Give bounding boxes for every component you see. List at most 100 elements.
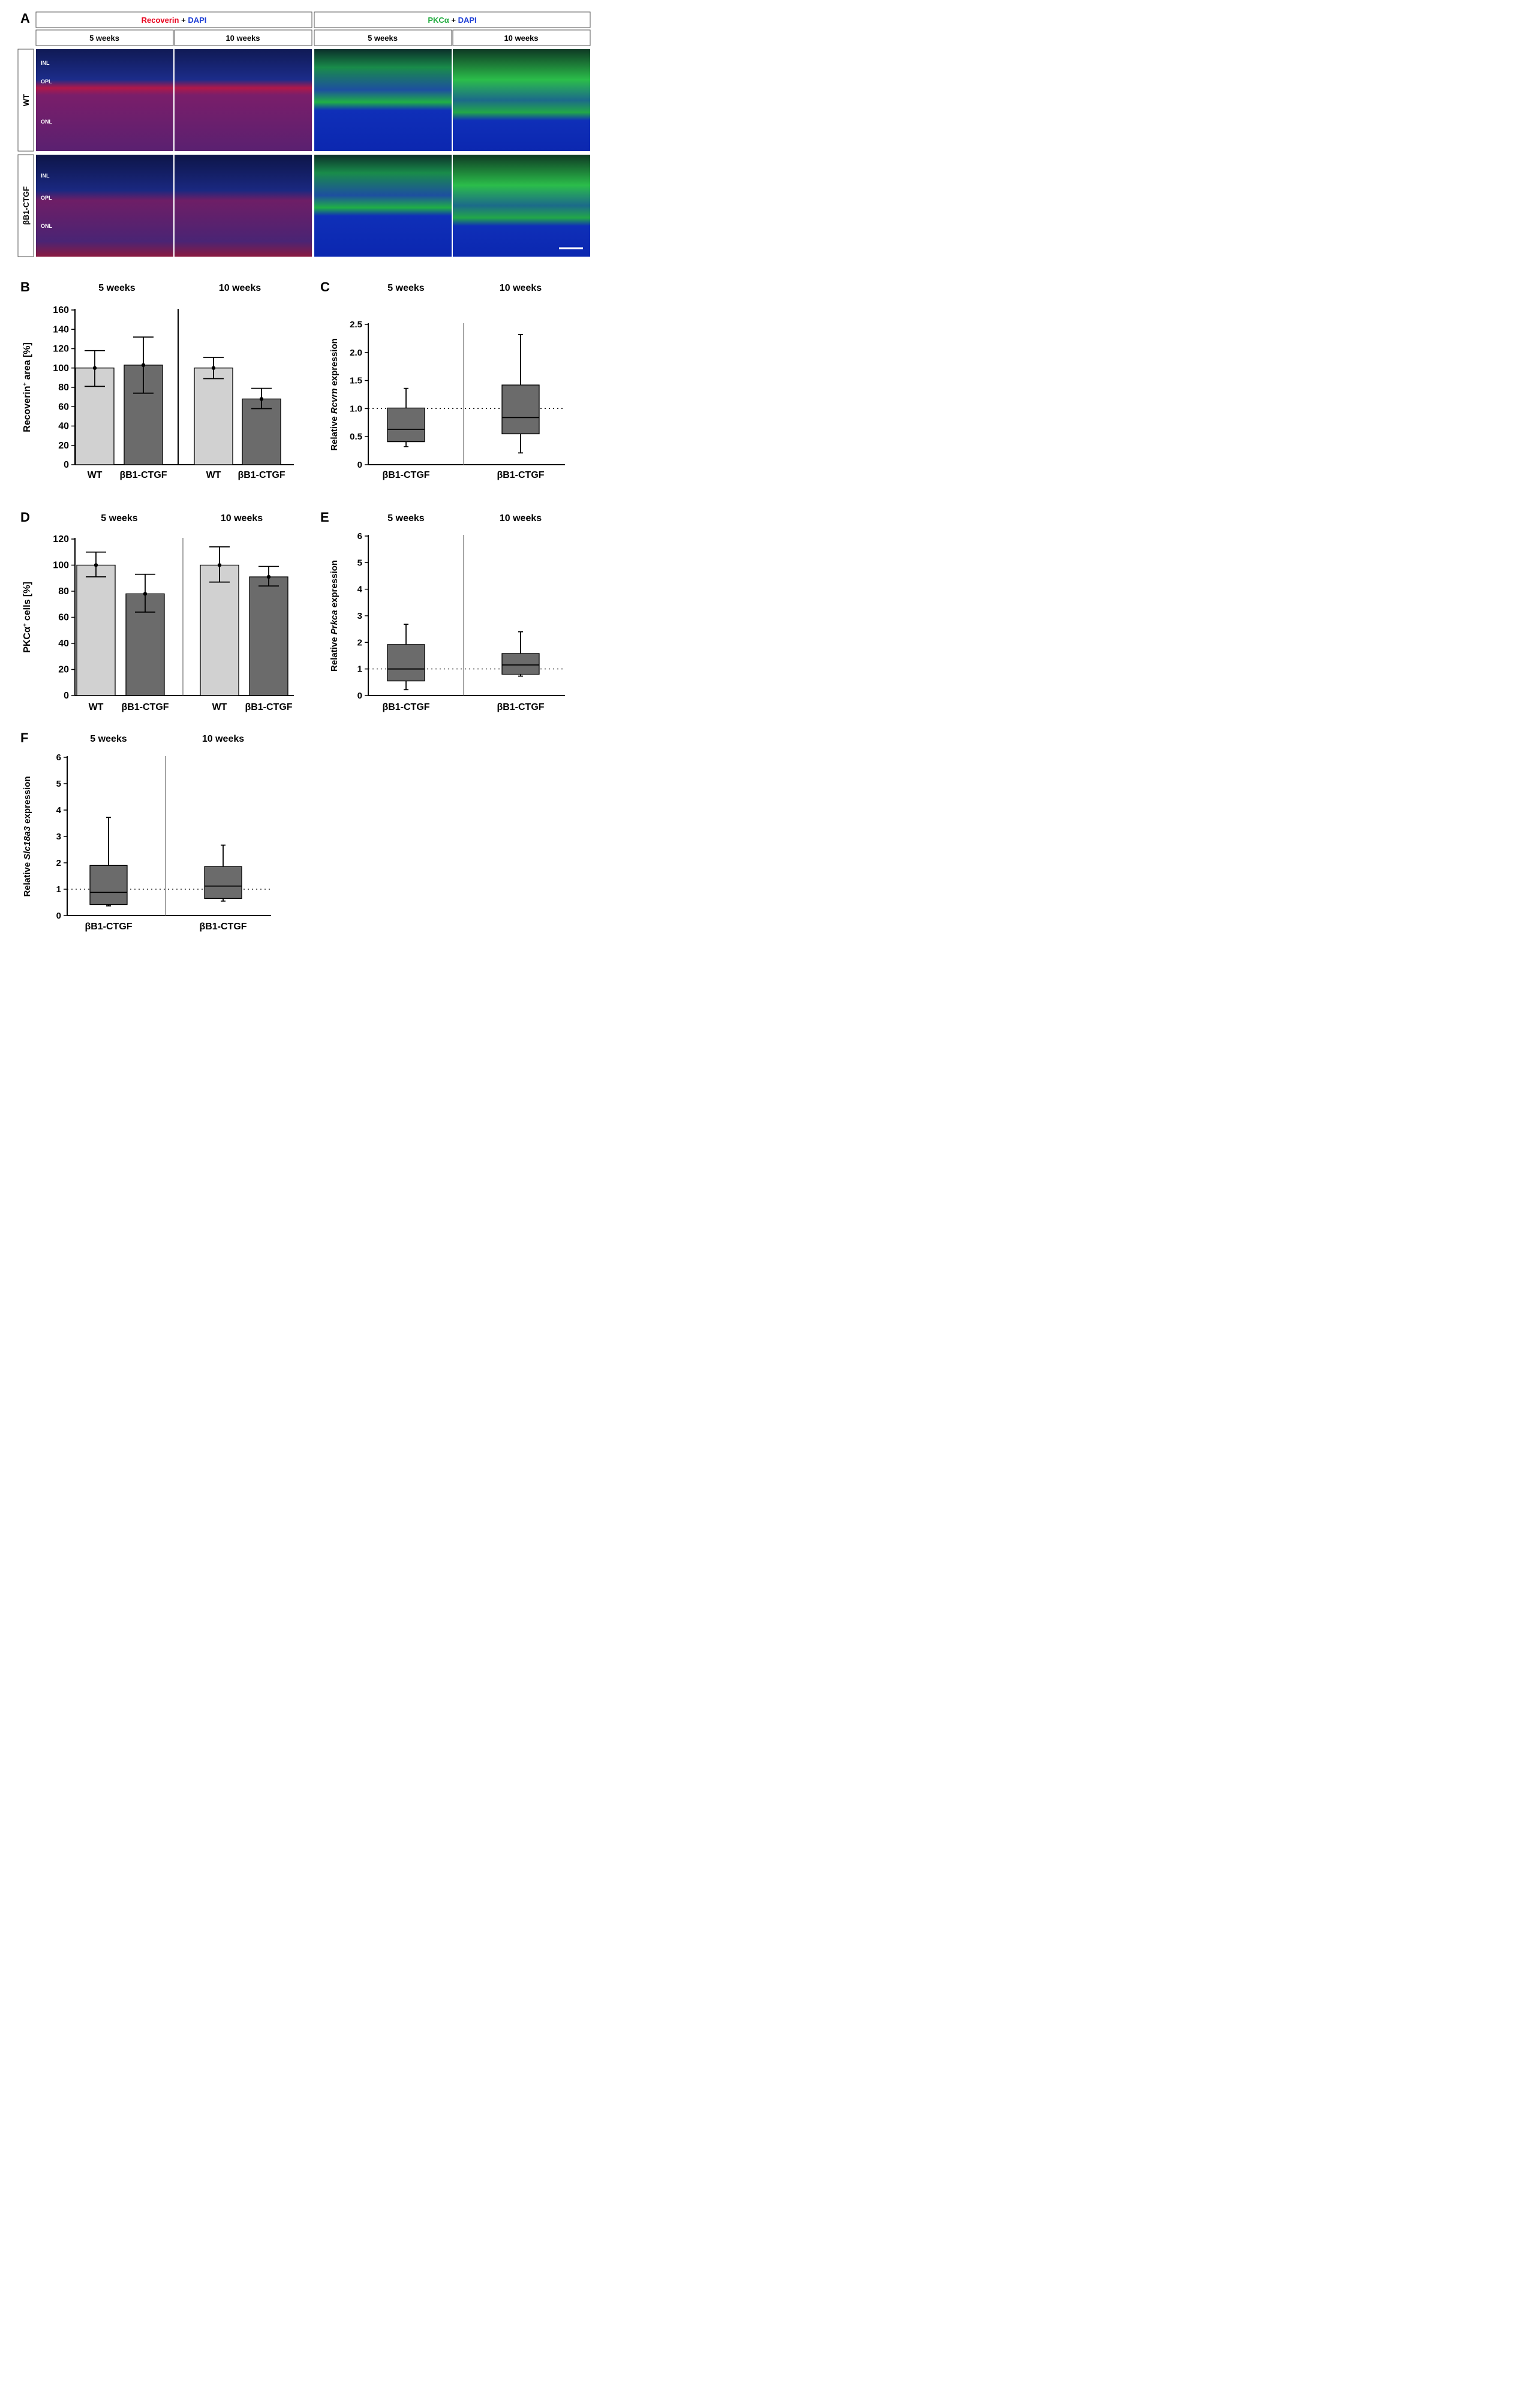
box [89,865,128,905]
x-category-label: WT [89,702,104,712]
layer-label-onl-wt: ONL [41,119,53,125]
bar [194,368,233,465]
panel-e: E 5 weeks 10 weeks 0 1 2 3 4 5 6 Relative Prkca ex… [320,510,565,712]
panel-f-y-tick-label: 2 [56,858,61,868]
micrograph-tg-pkca-10w [453,155,590,257]
timepoint-box-4 [452,29,591,46]
layer-label-onl-tg: ONL [41,223,53,229]
micrograph-tg-pkca-5w [314,155,452,257]
panel-b-group-label: 5 weeks [98,283,135,293]
panel-b-y-tick-label: 60 [58,402,69,412]
y-label-suffix: cells [%] [22,582,32,623]
panel-d: D 5 weeks 10 weeks 0 20 40 60 80 100 120 PKCα+ cel… [20,510,294,712]
panel-d-letter: D [20,510,30,525]
panel-f-y-tick-label: 5 [56,779,61,789]
panel-f-y-tick-label: 4 [56,805,62,815]
panel-c-group-label: 10 weeks [500,283,542,293]
x-category-label: βB1-CTGF [497,470,544,480]
panel-e-y-tick-label: 1 [357,664,362,675]
panel-f-y-tick-label: 0 [56,911,61,921]
x-category-label: βB1-CTGF [121,702,169,712]
panel-d-group-label: 10 weeks [221,513,263,523]
panel-e-y-label: Relative Prkca expression [329,560,339,672]
panel-c-y-tick-label: 0 [357,460,362,470]
box [387,644,425,682]
panel-c-y-tick-label: 1.5 [350,376,362,386]
panel-e-y-tick-label: 2 [357,637,362,648]
timepoint-label-3: 5 weeks [368,34,398,43]
panel-d-y-label: PKCα+ cells [%] [22,582,32,653]
y-label-suffix: expression [22,776,32,826]
panel-b-y-label: Recoverin+ area [%] [22,342,32,432]
row-label-box-tg [17,154,34,257]
row-label-box-wt [17,49,34,152]
mean-point [217,563,222,567]
stain-header-left-box [35,11,312,28]
y-label-gene: Rcvrn [329,389,339,414]
micrograph-wt-pkca-10w [453,49,590,151]
y-label-gene: Slc18a3 [22,826,32,860]
timepoint-label-4: 10 weeks [504,34,538,43]
x-category-label: βB1-CTGF [238,470,285,480]
row-label-wt: WT [22,94,31,106]
y-label-suffix: expression [329,338,339,388]
panel-d-y-tick-label: 80 [58,586,69,597]
panel-d-y-tick-label: 120 [53,534,69,544]
mean-point [211,366,216,370]
panel-c-y-label: Relative Rcvrn expression [329,338,339,451]
layer-label-opl-wt: OPL [41,79,52,85]
panel-b-y-tick-label: 20 [58,441,69,451]
bar [200,564,239,696]
box [204,866,242,899]
y-label-prefix: Recoverin [22,386,32,432]
panel-e-letter: E [320,510,329,525]
stain-right-plus: + [449,16,458,25]
y-label-suffix: expression [329,560,339,610]
x-category-label: βB1-CTGF [382,470,429,480]
panel-c-y-tick-label: 2.5 [350,320,362,330]
panel-e-y-tick-label: 4 [357,585,363,595]
timepoint-box-3 [314,29,452,46]
panel-f-y-label: Relative Slc18a3 expression [22,776,32,897]
timepoint-box-2 [174,29,312,46]
panel-e-group-label: 5 weeks [387,513,424,523]
stain-left-plus: + [179,16,188,25]
mean-point [141,363,146,368]
mean-point [92,366,97,370]
stain-left-marker: Recoverin [142,16,179,25]
y-label-suffix: area [%] [22,342,32,383]
layer-label-opl-tg: OPL [41,195,52,201]
timepoint-label-2: 10 weeks [226,34,260,43]
panel-a: A Recoverin + DAPI PKCα + DAPI 5 weeks 1… [17,11,591,257]
panel-e-y-tick-label: 6 [357,531,362,541]
stain-header-right: PKCα + DAPI [428,16,476,25]
micrograph-wt-recoverin-5w [36,49,173,151]
micrograph-tg-recoverin-10w [175,155,312,257]
panel-c-y-tick-label: 2.0 [350,348,362,358]
y-label-prefix: Relative [22,860,32,897]
panel-c-group-label: 5 weeks [387,283,424,293]
stain-right-dapi: DAPI [458,16,477,25]
panel-c-y-tick-label: 0.5 [350,432,362,442]
timepoint-box-1 [35,29,174,46]
mean-point [266,574,271,579]
stain-header-right-box [314,11,591,28]
figure: A Recoverin + DAPI PKCα + DAPI 5 weeks 1… [17,11,591,932]
y-label-prefix: Relative [329,634,339,672]
panel-e-y-tick-label: 3 [357,611,362,621]
panel-f-y-tick-label: 6 [56,752,61,763]
bar [242,398,281,465]
panel-d-y-tick-label: 0 [64,691,69,701]
panel-f-group-label: 10 weeks [202,734,244,744]
panel-c: C 5 weeks 10 weeks 0 0.5 1.0 1.5 2.0 2.5 Relative… [320,279,565,480]
panel-f-y-tick-label: 1 [56,884,61,895]
panel-f-y-tick-label: 3 [56,832,61,842]
panel-b-y-tick-label: 140 [53,324,69,335]
bar [249,576,288,696]
row-label-tg: βB1-CTGF [22,186,31,225]
panel-e-y-tick-label: 0 [357,691,362,701]
x-category-label: βB1-CTGF [119,470,167,480]
mean-point [94,563,98,567]
panel-b-letter: B [20,279,30,294]
micrograph-wt-pkca-5w [314,49,452,151]
